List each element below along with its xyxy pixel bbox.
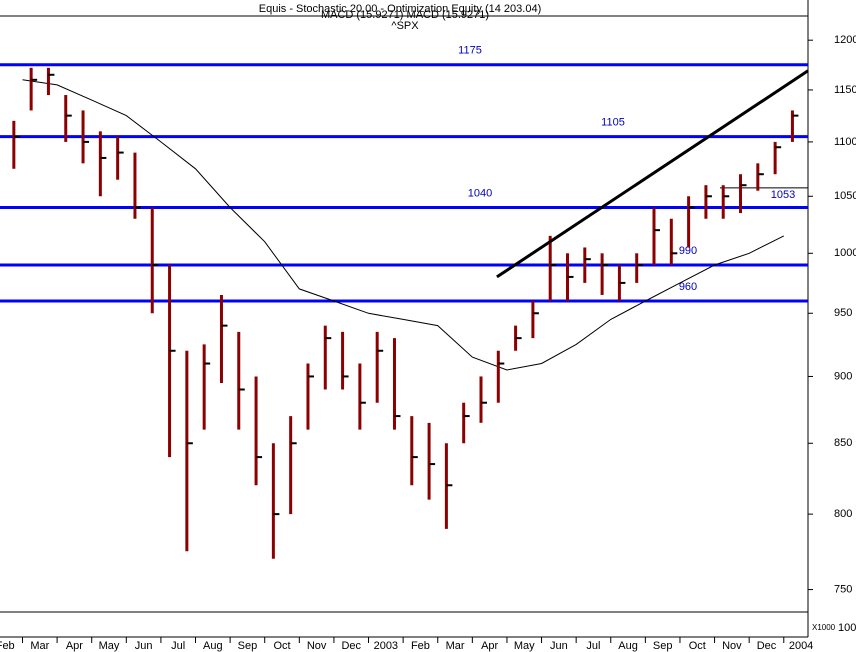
- y-tick-label: 1200: [834, 34, 856, 46]
- level-label: 1105: [601, 117, 625, 129]
- symbol: ^SPX: [391, 20, 419, 32]
- x-tick-label: Nov: [722, 640, 742, 652]
- x-tick-label: Jun: [550, 640, 568, 652]
- x-tick-label: Apr: [481, 640, 498, 652]
- y-tick-label: 1050: [834, 190, 856, 202]
- level-label: 990: [679, 245, 697, 257]
- volume-tick: 100: [838, 622, 856, 634]
- y-tick-label: 800: [834, 508, 852, 520]
- x-tick-label: Apr: [66, 640, 83, 652]
- level-label: 1040: [468, 187, 492, 199]
- y-tick-label: 950: [834, 307, 852, 319]
- x-tick-label: Mar: [446, 640, 465, 652]
- y-tick-label: 1000: [834, 247, 856, 259]
- x-tick-label: Jul: [171, 640, 185, 652]
- x-tick-label: Sep: [653, 640, 673, 652]
- x-tick-label: Nov: [307, 640, 327, 652]
- x-tick-label: Jun: [135, 640, 153, 652]
- level-label: 1053: [771, 189, 795, 201]
- y-tick-label: 900: [834, 370, 852, 382]
- x-tick-label: Jul: [586, 640, 600, 652]
- x-tick-label: Dec: [341, 640, 361, 652]
- level-label: 960: [679, 281, 697, 293]
- level-label: 1175: [458, 45, 482, 57]
- indicator-header: MACD (15.9271) MACD (15.9271): [321, 9, 489, 21]
- x-tick-label: Oct: [273, 640, 290, 652]
- x-tick-label: Aug: [618, 640, 638, 652]
- x-tick-label: Oct: [689, 640, 706, 652]
- x-tick-label: Feb: [411, 640, 430, 652]
- volume-axis-label: X1000: [812, 623, 836, 632]
- x-tick-label: Dec: [757, 640, 777, 652]
- y-tick-label: 1150: [834, 84, 856, 96]
- x-tick-label: Feb: [0, 640, 15, 652]
- x-tick-label: May: [514, 640, 535, 652]
- y-tick-label: 750: [834, 583, 852, 595]
- x-tick-label: Aug: [203, 640, 223, 652]
- trendline: [496, 69, 809, 279]
- indicator-header: Equis - Stochastic 20.00 - Optimization …: [259, 3, 541, 15]
- x-tick-label: Mar: [30, 640, 49, 652]
- x-tick-label: Sep: [238, 640, 258, 652]
- moving-average: [22, 79, 785, 371]
- y-tick-label: 850: [834, 437, 852, 449]
- x-tick-label: 2004: [789, 640, 813, 652]
- y-tick-label: 1100: [834, 136, 856, 148]
- x-tick-label: May: [99, 640, 120, 652]
- x-tick-label: 2003: [374, 640, 398, 652]
